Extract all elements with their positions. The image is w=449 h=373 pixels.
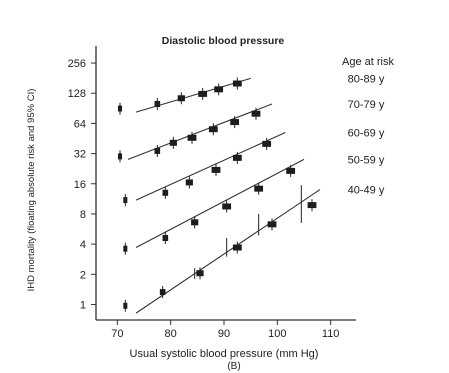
series-label: 60-69 y [348, 127, 385, 139]
x-tick-label: 90 [218, 328, 230, 340]
y-tick-label: 256 [68, 58, 86, 70]
series-50-59 [123, 158, 305, 255]
y-tick-label: 16 [74, 179, 86, 191]
series-label: 70-79 y [348, 99, 385, 111]
y-tick-label: 64 [74, 118, 86, 130]
regression-line [135, 189, 321, 314]
axes [95, 46, 356, 321]
series-60-69 [123, 131, 286, 207]
x-tick-label: 100 [268, 328, 286, 340]
x-tick-label: 70 [111, 328, 123, 340]
x-tick-label: 110 [322, 328, 340, 340]
regression-line [135, 158, 305, 248]
y-tick-label: 32 [74, 149, 86, 161]
series-label: 50-59 y [348, 154, 385, 166]
series-labels: 80-89 y 70-79 y 60-69 y 50-59 y 40-49 y [348, 73, 385, 196]
y-ticks: 1 2 4 8 16 32 64 128 256 [68, 58, 96, 311]
regression-line [135, 131, 286, 201]
legend-title: Age at risk [342, 56, 394, 68]
y-tick-label: 2 [80, 269, 86, 281]
series-label: 40-49 y [348, 185, 385, 197]
x-tick-label: 80 [165, 328, 177, 340]
series-80-89 [118, 77, 251, 115]
series-40-49 [123, 185, 321, 314]
y-tick-label: 8 [80, 209, 86, 221]
y-tick-label: 4 [80, 239, 86, 251]
series-label: 80-89 y [348, 73, 385, 85]
y-tick-label: 1 [80, 299, 86, 311]
figure-caption: (B) [227, 361, 240, 372]
data-series [118, 77, 321, 314]
x-ticks: 70 80 90 100 110 [111, 320, 339, 340]
y-tick-label: 128 [68, 88, 86, 100]
chart-title: Diastolic blood pressure [162, 35, 285, 47]
regression-line [127, 103, 273, 160]
series-70-79 [118, 103, 273, 163]
x-axis-label: Usual systolic blood pressure (mm Hg) [130, 348, 319, 360]
y-axis-label: IHD mortality (floating absolute risk an… [26, 89, 37, 292]
